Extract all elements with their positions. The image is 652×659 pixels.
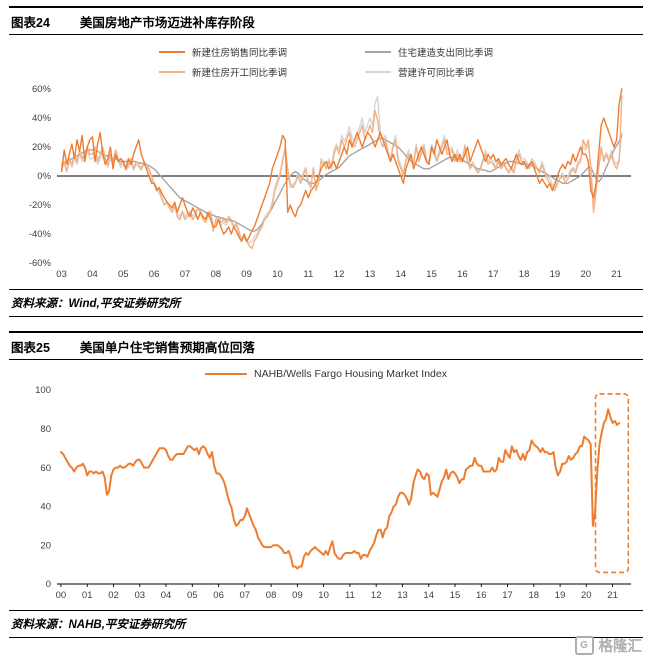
svg-text:08: 08 [211, 269, 222, 280]
svg-text:16: 16 [476, 590, 487, 601]
svg-text:13: 13 [397, 590, 408, 601]
legend-item: NAHB/Wells Fargo Housing Market Index [205, 368, 447, 380]
svg-text:05: 05 [187, 590, 198, 601]
svg-text:06: 06 [213, 590, 224, 601]
legend-item: 营建许可同比季调 [365, 65, 493, 79]
legend-line-swatch [365, 71, 391, 73]
legend-line-swatch [205, 373, 248, 375]
svg-text:80: 80 [40, 424, 51, 435]
figure-24-header: 图表24 美国房地产市场迈进补库存阶段 [9, 6, 643, 35]
svg-text:40: 40 [40, 502, 51, 513]
svg-text:11: 11 [345, 590, 355, 601]
legend-label: 新建住房销售同比季调 [191, 48, 287, 59]
svg-text:-20%: -20% [29, 200, 52, 211]
svg-text:12: 12 [371, 590, 382, 601]
svg-text:14: 14 [396, 269, 407, 280]
figure-25-source-row: 资料来源：NAHB,平安证券研究所 [9, 610, 643, 638]
svg-text:09: 09 [241, 269, 252, 280]
svg-text:06: 06 [149, 269, 160, 280]
svg-text:07: 07 [240, 590, 251, 601]
svg-text:18: 18 [519, 269, 530, 280]
legend-item: 新建住房销售同比季调 [158, 45, 287, 59]
legend-label: 住宅建造支出同比季调 [398, 48, 494, 59]
figure-25-title: 美国单户住宅销售预期高位回落 [79, 341, 255, 355]
svg-text:07: 07 [180, 269, 191, 280]
svg-text:08: 08 [266, 590, 277, 601]
svg-text:11: 11 [303, 269, 313, 280]
figure-24-source-row: 资料来源：Wind,平安证券研究所 [9, 289, 643, 317]
gelonghui-watermark: G 格隆汇 [574, 635, 643, 656]
svg-text:100: 100 [35, 385, 51, 396]
svg-text:12: 12 [334, 269, 345, 280]
chart-25-legend: NAHB/Wells Fargo Housing Market Index [205, 368, 447, 380]
gelonghui-watermark-text: 格隆汇 [598, 639, 643, 655]
svg-text:15: 15 [450, 590, 461, 601]
svg-text:04: 04 [87, 269, 98, 280]
svg-text:21: 21 [607, 590, 618, 601]
section-gap [9, 317, 643, 331]
svg-text:01: 01 [82, 590, 93, 601]
chart-24-legend: 新建住房销售同比季调 新建住房开工同比季调 住宅建造支出同比季调 营建许可同比季调 [158, 45, 493, 79]
svg-text:03: 03 [56, 269, 67, 280]
svg-text:21: 21 [611, 269, 622, 280]
svg-text:0%: 0% [37, 171, 51, 182]
svg-text:14: 14 [423, 590, 434, 601]
svg-text:13: 13 [365, 269, 376, 280]
svg-text:15: 15 [426, 269, 437, 280]
svg-text:19: 19 [555, 590, 566, 601]
legend-line-swatch [365, 51, 391, 53]
figure-24-source-text: 资料来源：Wind,平安证券研究所 [11, 298, 181, 310]
svg-text:60%: 60% [32, 84, 52, 95]
legend-line-swatch [158, 71, 185, 73]
svg-text:17: 17 [502, 590, 513, 601]
figure-25-tag: 图表25 [11, 341, 50, 355]
svg-text:10: 10 [272, 269, 283, 280]
svg-text:20: 20 [581, 269, 592, 280]
legend-label: NAHB/Wells Fargo Housing Market Index [254, 368, 447, 380]
svg-text:18: 18 [529, 590, 540, 601]
svg-text:60: 60 [40, 463, 51, 474]
svg-text:03: 03 [135, 590, 146, 601]
svg-text:05: 05 [118, 269, 129, 280]
chart-25-canvas: 0 20 40 60 80 100 00 01 02 03 04 05 06 07 08 09 10 11 12 13… [35, 385, 631, 601]
svg-text:16: 16 [457, 269, 468, 280]
legend-line-swatch [158, 51, 185, 53]
legend-item: 住宅建造支出同比季调 [365, 45, 493, 59]
svg-text:-60%: -60% [29, 258, 52, 269]
chart-24-canvas: -60% -40% -20% 0% 20% 40% 60% 03 04 05 06 07 08 09 10 1… [29, 84, 631, 280]
legend-label: 新建住房开工同比季调 [191, 68, 287, 79]
svg-text:20: 20 [40, 540, 51, 551]
svg-text:10: 10 [318, 590, 329, 601]
svg-text:-40%: -40% [29, 229, 52, 240]
svg-text:20%: 20% [32, 142, 52, 153]
svg-text:09: 09 [292, 590, 303, 601]
svg-text:17: 17 [488, 269, 499, 280]
legend-item: 新建住房开工同比季调 [158, 65, 287, 79]
figure-24-title: 美国房地产市场迈进补库存阶段 [79, 16, 255, 30]
gelonghui-logo-icon: G [574, 636, 594, 655]
legend-label: 营建许可同比季调 [398, 68, 475, 79]
figure-25-header: 图表25 美国单户住宅销售预期高位回落 [9, 331, 643, 360]
svg-text:19: 19 [550, 269, 561, 280]
svg-text:00: 00 [56, 590, 67, 601]
svg-text:40%: 40% [32, 113, 52, 124]
figure-25-source-text: 资料来源：NAHB,平安证券研究所 [11, 619, 186, 631]
svg-text:20: 20 [581, 590, 592, 601]
figure-24-tag: 图表24 [11, 16, 50, 30]
report-page: 图表24 美国房地产市场迈进补库存阶段 新建住房销售同比季调 新建住房开工同比季调… [9, 6, 643, 638]
svg-text:02: 02 [108, 590, 119, 601]
svg-text:04: 04 [161, 590, 172, 601]
svg-text:0: 0 [46, 579, 51, 590]
